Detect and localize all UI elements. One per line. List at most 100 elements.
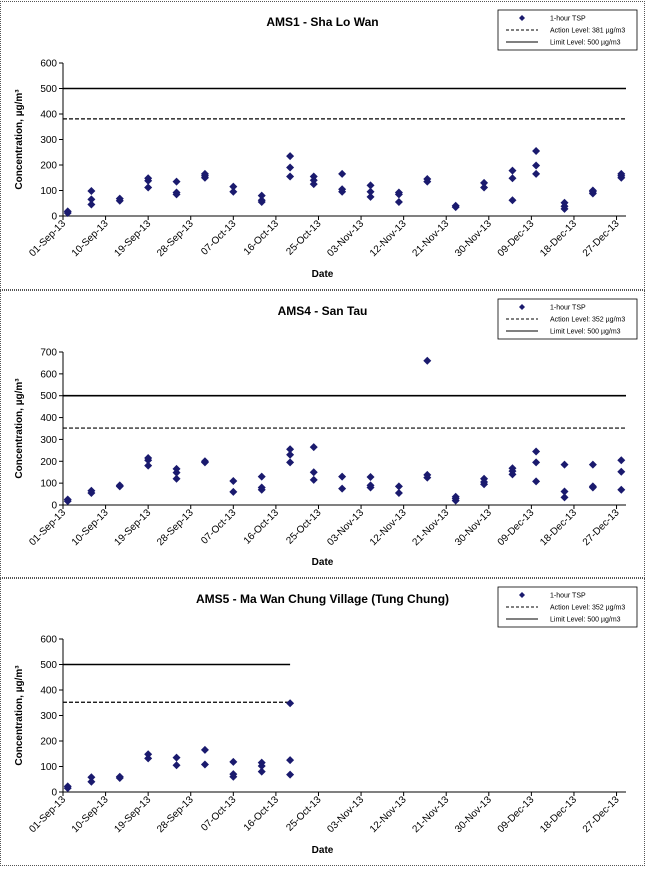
data-point — [144, 183, 153, 192]
data-point — [309, 475, 318, 484]
data-point — [508, 174, 517, 183]
legend: 1-hour TSP Action Level: 381 µg/m3 Limit L… — [497, 9, 638, 51]
data-point — [480, 178, 489, 187]
data-point — [309, 172, 318, 181]
x-tick-label: 10-Sep-13 — [70, 218, 111, 259]
data-point — [229, 476, 238, 485]
data-point — [532, 146, 541, 155]
chart-svg: AMS4 - San Tau 0 100 200 300 400 500 600 700 01-S… — [14, 298, 638, 568]
data-point — [338, 169, 347, 178]
data-point — [172, 177, 181, 186]
y-tick-label: 0 — [51, 501, 57, 512]
data-point — [532, 161, 541, 170]
x-tick-label: 27-Dec-13 — [581, 507, 622, 548]
data-point — [115, 194, 124, 203]
legend-entry: 1-hour TSP — [550, 305, 586, 312]
data-point — [338, 185, 347, 194]
data-point — [144, 750, 153, 759]
legend-entry: Limit Level: 500 µg/m3 — [550, 40, 621, 47]
data-point — [532, 447, 541, 456]
y-tick-label: 100 — [40, 186, 57, 197]
data-point — [286, 458, 295, 467]
legend-entry: Action Level: 352 µg/m3 — [550, 605, 625, 612]
data-point — [257, 191, 266, 200]
y-tick-label: 700 — [40, 348, 57, 359]
data-point — [286, 450, 295, 459]
data-point — [423, 175, 432, 184]
x-tick-label: 16-Oct-13 — [242, 507, 282, 547]
x-axis-title: Date — [312, 845, 334, 856]
data-point — [200, 169, 209, 178]
y-tick-label: 600 — [40, 59, 57, 70]
data-point — [588, 482, 597, 491]
chart-title: AMS1 - Sha Lo Wan — [266, 15, 378, 29]
x-tick-label: 30-Nov-13 — [453, 218, 494, 259]
y-tick-label: 100 — [40, 762, 57, 773]
chart-panel-ams4: AMS4 - San Tau 0 100 200 300 400 500 600 700 01-S… — [0, 290, 645, 578]
x-tick-label: 12-Nov-13 — [368, 218, 409, 259]
data-point — [286, 699, 295, 708]
data-point — [172, 188, 181, 197]
data-point — [394, 188, 403, 197]
chart-panel-ams5: AMS5 - Ma Wan Chung Village (Tung Chung)… — [0, 578, 645, 866]
x-tick-label: 12-Nov-13 — [368, 507, 409, 548]
data-point — [172, 464, 181, 473]
legend-marker-diamond — [519, 592, 525, 598]
data-point — [144, 461, 153, 470]
x-tick-label: 01-Sep-13 — [27, 794, 68, 835]
y-axis-title: Concentration, µg/m³ — [14, 378, 25, 479]
x-tick-label: 28-Sep-13 — [155, 218, 196, 259]
x-tick-label: 19-Sep-13 — [112, 507, 153, 548]
data-point — [257, 196, 266, 205]
y-tick-label: 300 — [40, 135, 57, 146]
x-tick-label: 10-Sep-13 — [70, 794, 111, 835]
y-tick-label: 0 — [51, 212, 57, 223]
y-tick-label: 200 — [40, 737, 57, 748]
data-point — [560, 493, 569, 502]
data-point — [257, 767, 266, 776]
x-tick-label: 03-Nov-13 — [325, 794, 366, 835]
data-point — [617, 456, 626, 465]
x-tick-label: 21-Nov-13 — [411, 218, 452, 259]
data-point — [286, 172, 295, 181]
data-point — [172, 474, 181, 483]
data-point — [286, 770, 295, 779]
legend-marker-diamond — [519, 304, 525, 310]
x-tick-label: 25-Oct-13 — [284, 507, 324, 547]
data-point — [394, 197, 403, 206]
data-point — [87, 773, 96, 782]
y-tick-label: 400 — [40, 110, 57, 121]
x-tick-label: 25-Oct-13 — [284, 794, 324, 834]
data-point — [560, 460, 569, 469]
x-tick-label: 18-Dec-13 — [538, 794, 579, 835]
data-point — [617, 485, 626, 494]
data-point — [144, 754, 153, 763]
x-tick-label: 01-Sep-13 — [27, 507, 68, 548]
y-axis-title: Concentration, µg/m³ — [14, 665, 25, 766]
data-point — [229, 770, 238, 779]
y-tick-label: 400 — [40, 413, 57, 424]
data-point — [532, 477, 541, 486]
legend-entry: Action Level: 381 µg/m3 — [550, 28, 625, 35]
legend: 1-hour TSP Action Level: 352 µg/m3 Limit L… — [497, 298, 638, 340]
data-point — [309, 443, 318, 452]
y-tick-label: 500 — [40, 660, 57, 671]
data-point — [366, 481, 375, 490]
data-point — [115, 481, 124, 490]
data-point — [286, 152, 295, 161]
data-point — [451, 201, 460, 210]
data-point — [63, 782, 72, 791]
data-point — [257, 472, 266, 481]
data-point — [366, 187, 375, 196]
data-point — [257, 483, 266, 492]
data-point — [423, 470, 432, 479]
data-point — [560, 198, 569, 207]
y-tick-label: 200 — [40, 161, 57, 172]
data-point — [338, 484, 347, 493]
x-axis-title: Date — [312, 269, 334, 280]
data-point — [200, 457, 209, 466]
x-tick-label: 07-Oct-13 — [199, 794, 239, 834]
data-point — [172, 761, 181, 770]
data-point — [87, 200, 96, 209]
